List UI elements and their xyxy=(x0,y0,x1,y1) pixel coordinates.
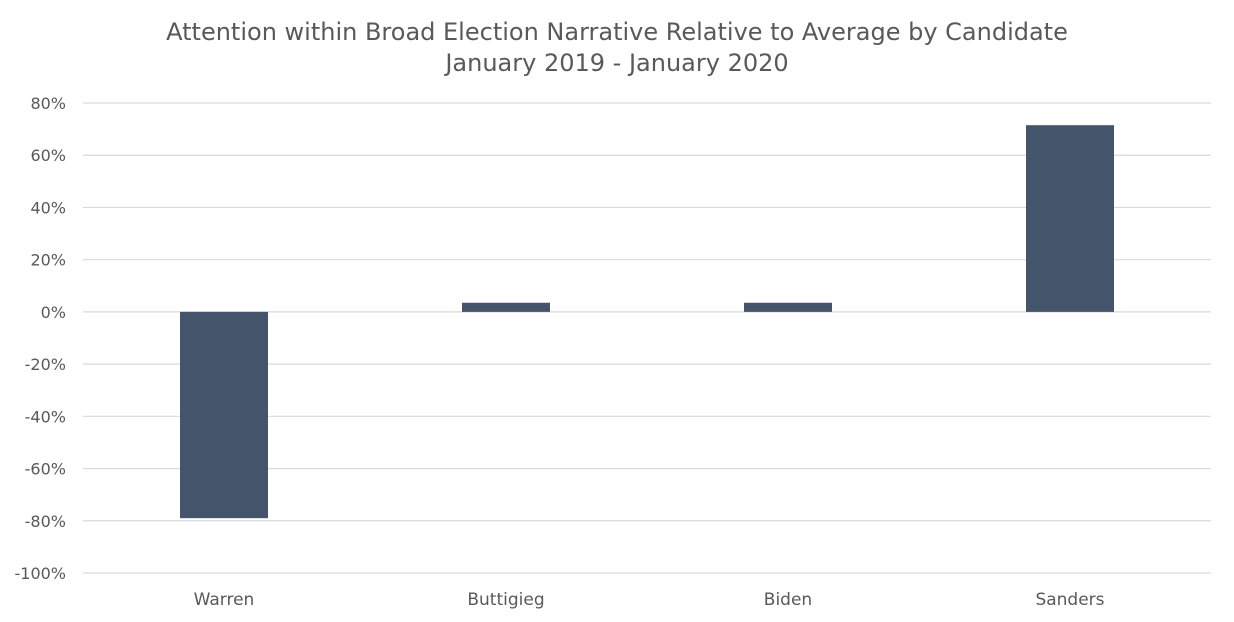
bar-sanders xyxy=(1026,125,1114,312)
y-tick-label: 40% xyxy=(30,198,66,217)
y-tick-label: -80% xyxy=(25,512,66,531)
bar-buttigieg xyxy=(462,302,550,312)
y-tick-label: 0% xyxy=(41,303,66,322)
y-tick-label: -60% xyxy=(25,460,66,479)
x-tick-label: Biden xyxy=(764,590,812,610)
chart-subtitle: January 2019 - January 2020 xyxy=(445,49,789,77)
bar-warren xyxy=(180,311,268,519)
chart-title: Attention within Broad Election Narrativ… xyxy=(166,18,1068,46)
y-tick-label: -100% xyxy=(14,564,66,583)
y-tick-label: 80% xyxy=(30,94,66,113)
y-tick-label: 60% xyxy=(30,146,66,165)
x-tick-label: Sanders xyxy=(1035,590,1104,610)
x-tick-label: Warren xyxy=(194,590,255,610)
y-tick-label: 20% xyxy=(30,251,66,270)
x-tick-label: Buttigieg xyxy=(467,590,544,610)
y-tick-label: -40% xyxy=(25,407,66,426)
bar-biden xyxy=(744,302,832,312)
y-tick-label: -20% xyxy=(25,355,66,374)
